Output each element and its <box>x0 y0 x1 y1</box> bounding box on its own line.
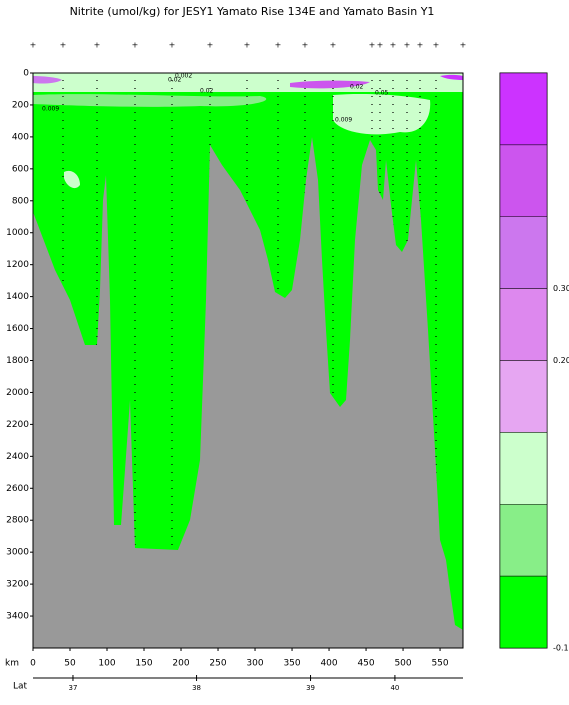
colorbar-segment <box>499 72 548 146</box>
station-marker: + <box>404 41 411 50</box>
x-tick-label: 350 <box>283 659 300 669</box>
lat-axis-label: Lat <box>13 682 28 692</box>
y-tick-label: 1000 <box>6 228 29 238</box>
colorbar-segment <box>499 432 548 505</box>
contour-label: 0.05 <box>375 90 389 97</box>
colorbar-segment <box>499 216 548 289</box>
lat-tick-label: 40 <box>390 684 399 692</box>
lat-tick-label: 38 <box>192 684 201 692</box>
y-tick-label: 3400 <box>6 612 29 622</box>
x-tick-label: 250 <box>209 659 226 669</box>
y-tick-label: 2200 <box>6 420 29 430</box>
x-tick-label: 0 <box>30 659 36 669</box>
y-tick-label: 1400 <box>6 292 29 302</box>
station-marker: + <box>417 41 424 50</box>
y-tick-label: 2800 <box>6 516 29 526</box>
contour-label: 0.009 <box>335 117 352 124</box>
contour-label: 0.02 <box>200 88 214 95</box>
surface-band <box>33 73 463 92</box>
y-tick-label: 1600 <box>6 324 29 334</box>
colorbar-segment <box>499 144 548 217</box>
contour-label: 0.02 <box>168 77 182 84</box>
station-marker: + <box>369 41 376 50</box>
y-tick-label: 1800 <box>6 356 29 366</box>
x-tick-label: 150 <box>135 659 152 669</box>
x-tick-label: 50 <box>64 659 76 669</box>
y-tick-label: 200 <box>12 100 29 110</box>
station-marker: + <box>377 41 384 50</box>
x-tick-label: 200 <box>172 659 189 669</box>
x-tick-label: 400 <box>320 659 337 669</box>
lat-tick-label: 37 <box>69 684 78 692</box>
y-tick-label: 0 <box>23 69 29 79</box>
station-marker: + <box>60 41 67 50</box>
station-marker: + <box>433 41 440 50</box>
station-marker: + <box>390 41 397 50</box>
station-marker: + <box>94 41 101 50</box>
station-marker: + <box>302 41 309 50</box>
blob <box>64 170 80 189</box>
x-tick-label: 450 <box>357 659 374 669</box>
station-marker: + <box>169 41 176 50</box>
station-marker: + <box>132 41 139 50</box>
x-tick-label: 100 <box>98 659 115 669</box>
x-tick-label: 550 <box>431 659 448 669</box>
colorbar-segment <box>499 360 548 433</box>
x-tick-label: 300 <box>246 659 263 669</box>
band <box>33 94 267 107</box>
contour-label: 0.009 <box>42 106 59 113</box>
colorbar-segment <box>499 575 548 649</box>
station-marker: + <box>244 41 251 50</box>
colorbar-label: 0.300 <box>553 284 569 293</box>
y-tick-label: 2600 <box>6 484 29 494</box>
station-marker: + <box>330 41 337 50</box>
colorbar-label: -0.100 <box>553 644 569 653</box>
contour-label: 0.02 <box>350 84 364 91</box>
station-marker: + <box>207 41 214 50</box>
y-tick-label: 3000 <box>6 548 29 558</box>
bathymetry <box>33 137 463 648</box>
y-tick-label: 2000 <box>6 388 29 398</box>
y-tick-label: 600 <box>12 164 29 174</box>
patch <box>290 80 370 89</box>
y-tick-label: 1200 <box>6 260 29 270</box>
blob <box>333 93 431 135</box>
colorbar-segment <box>499 504 548 577</box>
station-marker: + <box>460 41 467 50</box>
lat-tick-label: 39 <box>306 684 315 692</box>
plot-area <box>32 72 464 649</box>
patch <box>440 74 463 80</box>
colorbar-label: 0.200 <box>553 356 569 365</box>
chart-title: Nitrite (umol/kg) for JESY1 Yamato Rise … <box>70 5 435 18</box>
colorbar-segment <box>499 288 548 361</box>
y-tick-label: 2400 <box>6 452 29 462</box>
y-tick-label: 800 <box>12 196 29 206</box>
y-tick-label: 3200 <box>6 580 29 590</box>
station-marker: + <box>275 41 282 50</box>
contour-label: 0.002 <box>175 73 192 80</box>
y-tick-label: 400 <box>12 132 29 142</box>
x-tick-label: 500 <box>394 659 411 669</box>
x-axis-label: km <box>5 659 19 669</box>
patch <box>33 76 62 84</box>
station-marker: + <box>30 41 37 50</box>
